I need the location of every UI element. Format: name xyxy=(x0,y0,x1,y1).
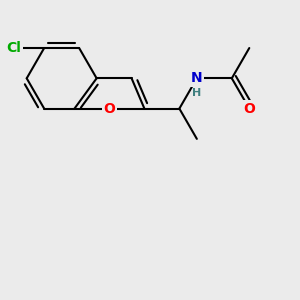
Text: Cl: Cl xyxy=(7,41,21,55)
Text: H: H xyxy=(192,88,202,98)
Text: N: N xyxy=(191,71,203,85)
Text: O: O xyxy=(103,102,116,116)
Text: O: O xyxy=(243,102,255,116)
